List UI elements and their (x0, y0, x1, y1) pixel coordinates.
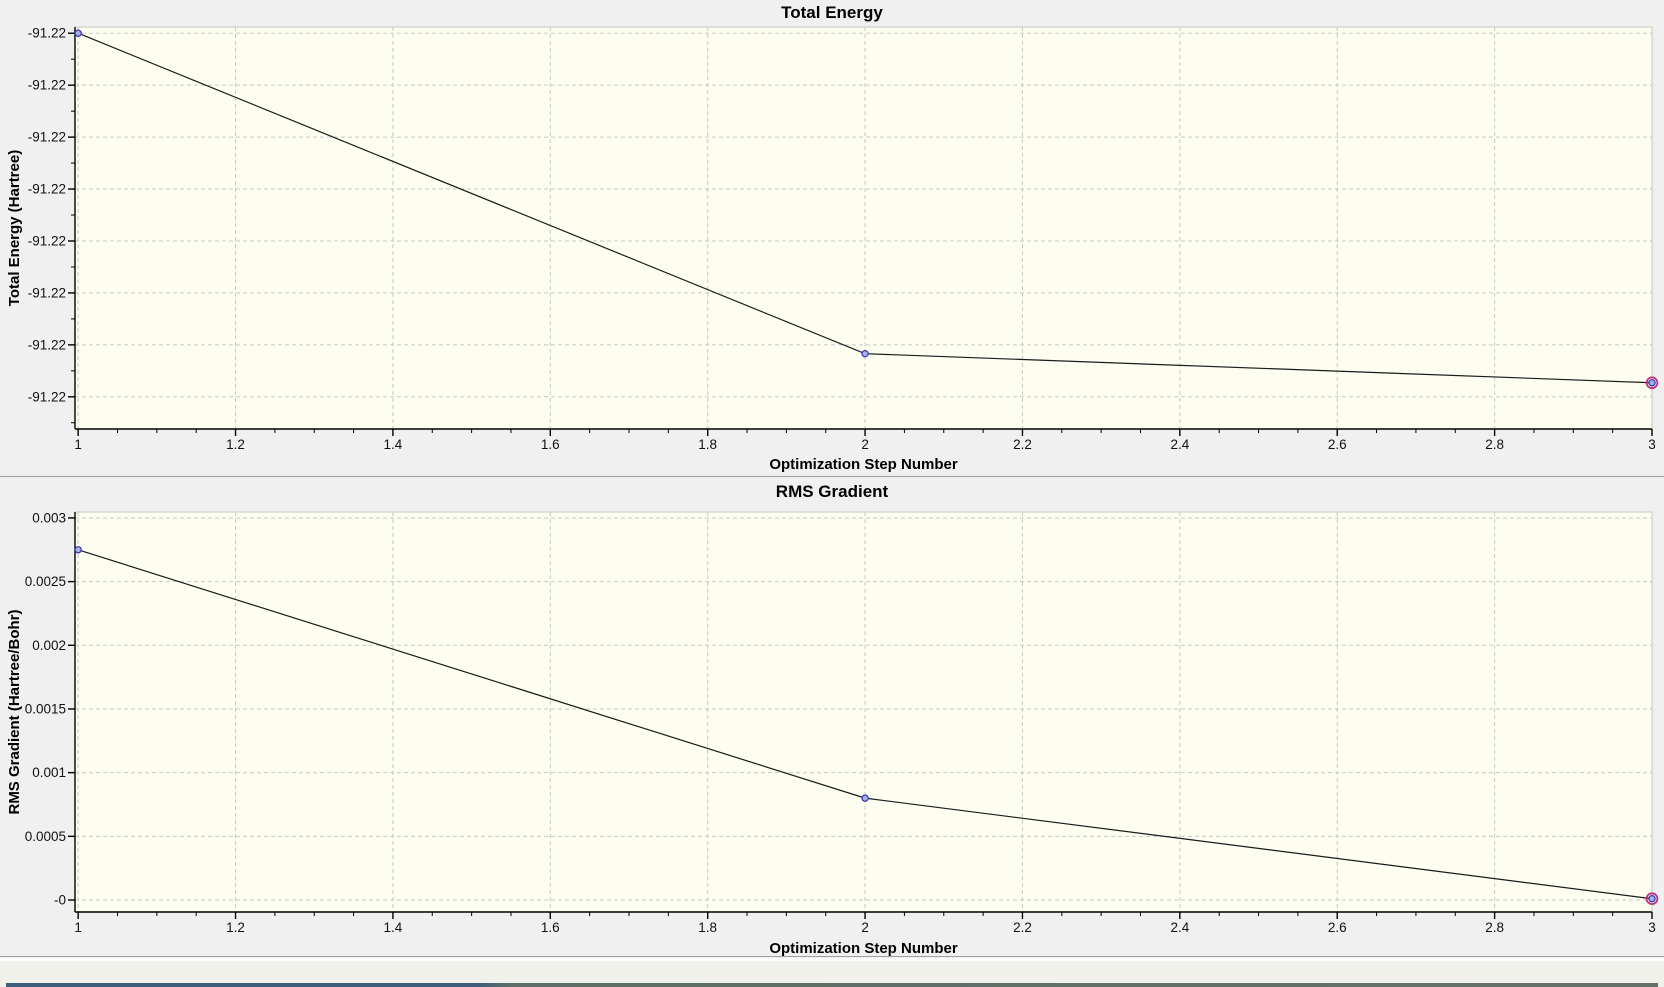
x-tick-label: 1.6 (541, 437, 560, 452)
x-tick-label: 3 (1648, 920, 1656, 935)
x-tick-label: 2.4 (1170, 920, 1189, 935)
y-tick-label: 0.001 (32, 765, 66, 780)
x-tick-label: 1.8 (698, 920, 717, 935)
data-point-marker[interactable] (74, 546, 82, 554)
x-tick-label: 3 (1648, 437, 1656, 452)
y-tick-label: -91.22 (28, 337, 66, 352)
current-step-highlight-ring (1645, 376, 1659, 390)
x-tick-label: 2.2 (1013, 920, 1032, 935)
x-tick-label: 2.6 (1328, 437, 1347, 452)
y-tick-label: 0.0005 (25, 829, 66, 844)
x-tick-label: 1.4 (384, 437, 403, 452)
y-tick-label: -91.22 (28, 130, 66, 145)
data-point-marker[interactable] (1648, 379, 1656, 387)
y-tick-label: 0.0015 (25, 701, 66, 716)
y-tick-label: -91.22 (28, 182, 66, 197)
cutoff-widget-top-bar[interactable] (6, 983, 1658, 987)
x-tick-label: 2.2 (1013, 437, 1032, 452)
rms-gradient-chart-panel: RMS Gradient RMS Gradient (Hartree/Bohr)… (0, 477, 1664, 957)
x-tick-label: 1 (74, 920, 82, 935)
total-energy-chart-panel: Total Energy Total Energy (Hartree) 1 1.2… (0, 0, 1664, 477)
y-tick-label: 0.002 (32, 638, 66, 653)
plot-background (74, 26, 1653, 430)
data-point-marker[interactable] (861, 349, 869, 358)
x-tick-label: 1.4 (384, 920, 403, 935)
x-tick-label: 2 (861, 437, 869, 452)
x-tick-label: 2 (861, 920, 869, 935)
data-point-marker[interactable] (74, 29, 82, 37)
x-tick-label: 1.8 (698, 437, 717, 452)
x-tick-label: 2.8 (1485, 437, 1504, 452)
y-tick-label: 0.0025 (25, 574, 66, 589)
y-tick-label: -91.22 (28, 26, 66, 41)
bottom-status-strip (0, 958, 1664, 987)
x-tick-label: 1.2 (226, 437, 245, 452)
y-tick-label: -91.22 (28, 233, 66, 248)
plot-background (74, 511, 1653, 913)
y-tick-label: -0 (54, 893, 66, 908)
x-tick-label: 2.8 (1485, 920, 1504, 935)
rms-gradient-chart-title: RMS Gradient (775, 482, 889, 501)
x-tick-label: 1.2 (226, 920, 245, 935)
y-tick-label: -91.22 (28, 285, 66, 300)
rms-gradient-plot-area[interactable]: 1 1.2 1.4 1.6 1.8 2 2.2 2.4 2.6 2.8 3 0.003 0.0025 0.… (0, 477, 1664, 957)
total-energy-chart-title: Total Energy (781, 3, 883, 22)
rms-gradient-x-axis-label: Optimization Step Number (769, 940, 958, 957)
data-point-marker[interactable] (861, 794, 869, 802)
y-tick-label: 0.003 (32, 510, 66, 525)
x-tick-label: 2.6 (1328, 920, 1347, 935)
data-point-marker[interactable] (1648, 895, 1656, 903)
total-energy-plot-area[interactable]: 1 1.2 1.4 1.6 1.8 2 2.2 2.4 2.6 2.8 3 -91.22 -91.22 -… (0, 0, 1664, 477)
x-tick-label: 2.4 (1170, 437, 1189, 452)
x-tick-label: 1.6 (541, 920, 560, 935)
y-tick-label: -91.22 (28, 78, 66, 93)
x-tick-label: 1 (74, 437, 82, 452)
current-step-highlight-ring (1645, 892, 1659, 906)
y-tick-label: -91.22 (28, 389, 66, 404)
total-energy-x-axis-label: Optimization Step Number (769, 456, 958, 473)
